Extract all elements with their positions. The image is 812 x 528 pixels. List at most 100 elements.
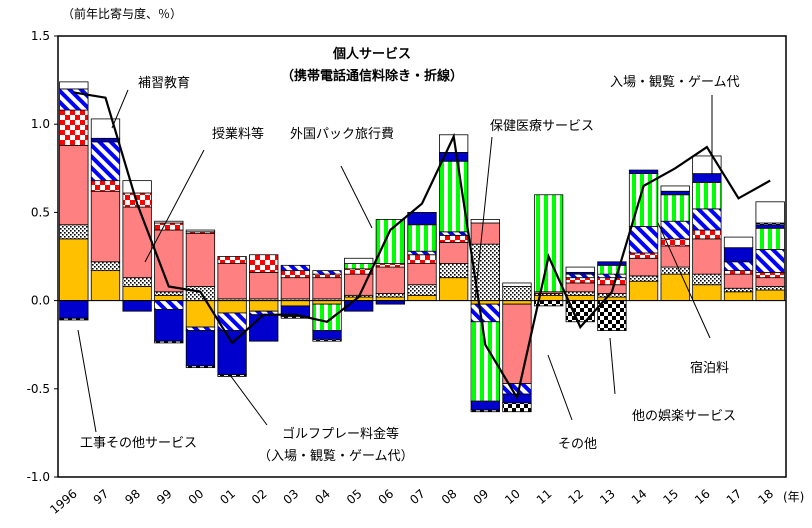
leader-gaikoku [340,165,373,229]
label-sonota: その他 [558,437,597,452]
y-axis-label: （前年比寄与度、％） [62,6,182,21]
bar-segment [312,330,342,340]
bar-segment [723,270,754,275]
x-axis: 1996 97 98 99 00 01 02 03 04 05 06 07 08 09 10 11 12 13 14… [47,487,776,517]
bar-segment [407,284,437,296]
bar-segment [755,224,785,229]
label-gaikoku-pack: 外国パック旅行費 [290,127,394,142]
bar-segment [90,190,121,263]
bar-segment [723,273,754,289]
bar-segment [723,236,754,249]
y-tick-label: 1.0 [31,117,50,131]
bar-segment [344,257,374,264]
x-tick-label: 11 [534,487,555,508]
bar-segment [660,194,690,222]
bar-segment [502,282,532,287]
y-axis: 1.5 1.0 0.5 0.0 -0.5 -1.0 [27,29,58,484]
bar-segment [407,263,437,286]
bar-segment [90,137,121,143]
bar-segment [723,261,754,272]
bar-segment [470,222,500,245]
bar-segment [217,374,247,377]
x-tick-label: 10 [502,487,523,508]
bar-segment [59,300,89,319]
bar-segment [90,141,121,182]
bar-segment [185,326,216,331]
bar-segment [755,201,785,224]
bar-segment [597,293,627,298]
bar-segment [565,277,595,284]
bar-segment [565,291,595,296]
bar-segment [280,300,311,307]
bar-segment [59,109,89,146]
bar-segment [565,273,595,279]
bar-segment [660,185,690,192]
y-tick-label: -1.0 [27,470,50,484]
bar-segment [470,303,500,323]
bar-segment [122,180,152,194]
bar-segment [565,266,595,273]
bar-segment [692,173,722,183]
bar-segment [628,226,659,254]
bar-segment [59,238,89,302]
bar-segment [122,277,152,287]
bar-segment [755,289,785,301]
bar-segment [407,294,437,302]
bar-segment [470,409,500,413]
x-tick-label: 18 [755,487,776,508]
bar-segment [59,224,89,240]
y-tick-label: -0.5 [27,382,50,396]
label-shukuhakuryo: 宿泊料 [690,360,729,376]
x-axis-unit-label: (年) [783,490,804,504]
x-tick-label: 15 [660,487,681,508]
bar-segment [439,241,469,264]
bar-segment [185,330,216,367]
bar-segment [597,300,627,331]
bar-segment [59,144,89,226]
bar-segment [375,300,405,305]
bar-segment [375,293,405,298]
bar-segment [90,180,121,192]
bar-segment [723,287,754,293]
line-series-title: 個人サービス [332,46,411,62]
bar-segment [755,271,785,279]
label-koji-sonota: 工事その他サービス [80,436,197,451]
label-golf-sub: （入場・観覧・ゲーム代） [258,448,414,464]
bar-segment [660,220,690,240]
x-tick-label: 13 [597,487,618,508]
bar-segment [597,277,627,286]
bar-segment [154,294,184,302]
bar-segment [502,286,532,302]
bar-segment [249,314,279,342]
bar-segment [628,169,659,174]
bar-segment [660,266,690,275]
label-hoken-iryo: 保健医療サービス [490,119,594,134]
bar-segment [59,88,89,111]
bar-segment [628,275,659,282]
bar-segment [755,277,785,287]
x-tick-label: 17 [724,487,745,508]
x-tick-label: 08 [439,487,460,508]
bar-segment [312,270,342,275]
bar-segment [154,220,184,224]
bar-segment [154,291,184,296]
bar-segment [439,231,469,236]
bar-segment [597,273,627,279]
bar-segment [692,238,722,275]
bar-segment [122,300,152,312]
bar-segment [185,365,216,369]
x-tick-label: 98 [122,487,143,508]
total-line-series [73,91,771,401]
bar-segment [692,284,722,301]
bar-segment [375,266,405,294]
bar-segment [470,400,500,411]
x-tick-label: 04 [312,487,333,508]
x-tick-label: 00 [186,487,207,508]
bar-segment [217,330,247,376]
bar-segment [312,303,342,331]
bar-segment [375,296,405,301]
bar-segment [755,249,785,273]
bar-segment [154,340,184,344]
bar-segment [407,211,437,226]
bar-segment [470,219,500,224]
